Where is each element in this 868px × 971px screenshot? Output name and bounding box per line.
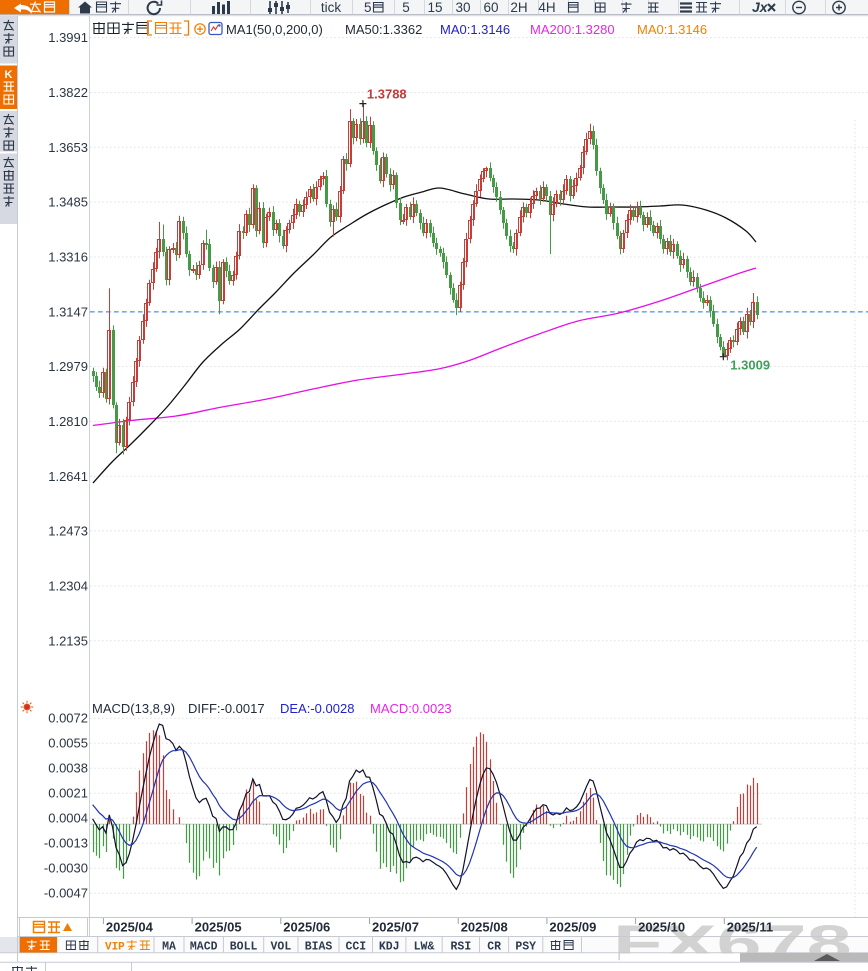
svg-text:2025/06: 2025/06 <box>283 920 330 935</box>
svg-text:2025/10: 2025/10 <box>638 920 685 935</box>
svg-text:1.2979: 1.2979 <box>48 359 88 374</box>
svg-text:RSI: RSI <box>451 941 472 954</box>
svg-text:MA1(50,0,200,0): MA1(50,0,200,0) <box>226 22 323 37</box>
svg-text:60: 60 <box>483 0 498 15</box>
svg-text:VIP: VIP <box>105 942 125 954</box>
svg-text:LW&: LW& <box>414 941 435 954</box>
svg-text:2025/04: 2025/04 <box>106 920 154 935</box>
svg-text:-0.0047: -0.0047 <box>44 886 88 901</box>
svg-text:2025/09: 2025/09 <box>549 920 596 935</box>
svg-text:MACD:0.0023: MACD:0.0023 <box>370 701 452 716</box>
svg-text:MA: MA <box>162 941 176 954</box>
svg-text:MA0:1.3146: MA0:1.3146 <box>637 22 707 37</box>
svg-text:MA200:1.3280: MA200:1.3280 <box>530 22 615 37</box>
svg-text:1.2473: 1.2473 <box>48 523 88 538</box>
svg-text:0.0072: 0.0072 <box>48 711 88 726</box>
svg-text:BOLL: BOLL <box>230 941 258 954</box>
svg-text:1.3788: 1.3788 <box>367 87 407 102</box>
svg-text:Jx: Jx <box>752 0 769 15</box>
svg-text:0.0055: 0.0055 <box>48 736 88 751</box>
svg-text:DIFF:-0.0017: DIFF:-0.0017 <box>188 701 265 716</box>
svg-text:DEA:-0.0028: DEA:-0.0028 <box>280 701 354 716</box>
svg-text:2025/05: 2025/05 <box>195 920 242 935</box>
svg-text:1.2641: 1.2641 <box>48 469 88 484</box>
svg-text:1.3653: 1.3653 <box>48 140 88 155</box>
svg-text:1.2304: 1.2304 <box>48 578 88 593</box>
svg-text:MA50:1.3362: MA50:1.3362 <box>345 22 422 37</box>
svg-text:2025/07: 2025/07 <box>372 920 419 935</box>
svg-text:BIAS: BIAS <box>305 941 333 954</box>
svg-text:0.0021: 0.0021 <box>48 786 88 801</box>
svg-text:K: K <box>5 69 13 81</box>
svg-text:30: 30 <box>455 0 470 15</box>
svg-text:1.3991: 1.3991 <box>48 30 88 45</box>
svg-text:4H: 4H <box>538 0 555 15</box>
svg-text:0.0038: 0.0038 <box>48 761 88 776</box>
svg-text:MA0:1.3146: MA0:1.3146 <box>440 22 510 37</box>
svg-text:2025/08: 2025/08 <box>461 920 508 935</box>
svg-text:1.3485: 1.3485 <box>48 195 88 210</box>
svg-text:1.2810: 1.2810 <box>48 414 88 429</box>
svg-text:CR: CR <box>487 941 501 954</box>
svg-text:2H: 2H <box>510 0 527 15</box>
svg-text:tick: tick <box>321 0 342 15</box>
svg-text:VOL: VOL <box>271 941 292 954</box>
svg-text:5: 5 <box>402 0 410 15</box>
svg-text:1.3147: 1.3147 <box>48 304 88 319</box>
svg-text:MACD(13,8,9): MACD(13,8,9) <box>92 701 175 716</box>
svg-text:-0.0013: -0.0013 <box>44 836 88 851</box>
svg-text:CCI: CCI <box>345 941 366 954</box>
svg-text:MACD: MACD <box>190 941 218 954</box>
svg-text:1.3316: 1.3316 <box>48 250 88 265</box>
svg-text:-0.0030: -0.0030 <box>44 861 88 876</box>
svg-text:1.3822: 1.3822 <box>48 85 88 100</box>
svg-text:PSY: PSY <box>515 941 536 954</box>
svg-text:1.3009: 1.3009 <box>730 358 770 373</box>
svg-text:2025/11: 2025/11 <box>727 920 773 935</box>
svg-text:15: 15 <box>427 0 442 15</box>
svg-text:KDJ: KDJ <box>379 941 400 954</box>
svg-text:5: 5 <box>364 0 372 15</box>
svg-text:1.2135: 1.2135 <box>48 633 88 648</box>
svg-text:0.0004: 0.0004 <box>48 811 88 826</box>
